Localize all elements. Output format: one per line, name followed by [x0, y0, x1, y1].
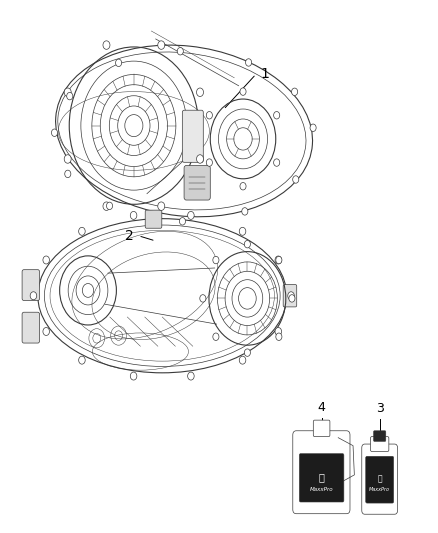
Circle shape [310, 124, 316, 132]
Circle shape [131, 372, 137, 380]
FancyBboxPatch shape [184, 165, 210, 200]
Circle shape [187, 212, 194, 220]
FancyBboxPatch shape [283, 285, 297, 307]
Circle shape [30, 292, 37, 300]
Circle shape [276, 256, 282, 264]
Circle shape [213, 333, 219, 341]
Circle shape [206, 159, 212, 166]
FancyBboxPatch shape [22, 270, 39, 301]
Circle shape [293, 176, 299, 183]
Text: Ⓜ: Ⓜ [319, 473, 325, 482]
Circle shape [274, 159, 280, 166]
Circle shape [239, 356, 246, 364]
Circle shape [244, 349, 251, 357]
Circle shape [51, 129, 57, 136]
Circle shape [274, 111, 280, 119]
Circle shape [79, 228, 85, 235]
Circle shape [239, 228, 246, 235]
Circle shape [197, 155, 204, 163]
Circle shape [206, 111, 212, 119]
Circle shape [200, 295, 206, 302]
Circle shape [64, 88, 71, 96]
Circle shape [67, 92, 73, 100]
Circle shape [292, 88, 298, 95]
Circle shape [197, 88, 204, 96]
Text: MaxxPro: MaxxPro [310, 487, 333, 492]
Circle shape [187, 372, 194, 380]
Circle shape [275, 327, 282, 335]
Circle shape [246, 59, 252, 66]
FancyBboxPatch shape [374, 431, 386, 441]
Circle shape [289, 295, 295, 302]
Circle shape [43, 327, 49, 335]
Circle shape [244, 240, 251, 248]
FancyBboxPatch shape [182, 110, 203, 163]
Circle shape [65, 170, 71, 177]
Circle shape [180, 217, 186, 225]
Circle shape [240, 88, 246, 95]
Circle shape [64, 155, 71, 163]
Circle shape [177, 47, 184, 55]
Circle shape [103, 202, 110, 211]
Text: 4: 4 [318, 401, 325, 414]
Circle shape [288, 292, 294, 300]
Circle shape [158, 202, 165, 211]
FancyBboxPatch shape [145, 210, 162, 228]
Circle shape [43, 256, 49, 264]
Circle shape [242, 208, 248, 215]
FancyBboxPatch shape [371, 437, 389, 451]
Circle shape [213, 256, 219, 264]
Circle shape [116, 59, 122, 67]
Text: Ⓜ: Ⓜ [378, 475, 382, 483]
FancyBboxPatch shape [366, 456, 394, 503]
FancyBboxPatch shape [299, 454, 344, 502]
FancyBboxPatch shape [362, 444, 398, 514]
Circle shape [131, 212, 137, 220]
Circle shape [158, 41, 165, 50]
Circle shape [106, 202, 113, 209]
Text: 1: 1 [261, 67, 269, 81]
Circle shape [103, 41, 110, 50]
Circle shape [276, 333, 282, 341]
Text: MaxxPro: MaxxPro [369, 487, 390, 492]
FancyBboxPatch shape [313, 420, 330, 437]
Text: 2: 2 [125, 229, 134, 243]
Circle shape [79, 356, 85, 364]
FancyBboxPatch shape [22, 312, 39, 343]
Circle shape [275, 256, 282, 264]
Circle shape [240, 182, 246, 190]
FancyBboxPatch shape [293, 431, 350, 514]
Text: 3: 3 [376, 402, 384, 415]
